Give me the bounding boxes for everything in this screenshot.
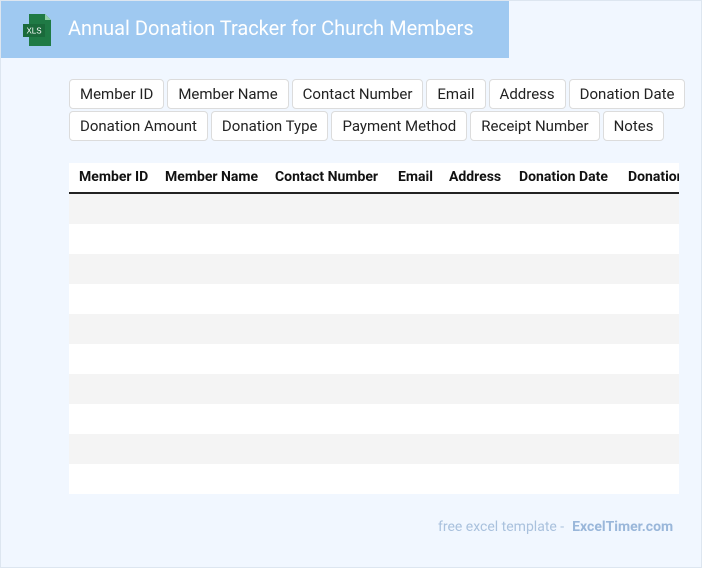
field-chips: Member ID Member Name Contact Number Email A…	[69, 79, 689, 141]
field-chip[interactable]: Notes	[602, 111, 665, 141]
field-chip[interactable]: Member Name	[167, 79, 289, 109]
field-chip[interactable]: Email	[426, 79, 486, 109]
table-row	[69, 464, 679, 494]
column-header: Donation Date	[519, 169, 608, 185]
field-chip[interactable]: Donation Type	[210, 111, 329, 141]
table-row	[69, 344, 679, 374]
table-header: Member ID Member Name Contact Number Email A…	[69, 163, 679, 194]
column-header: Donation Amount	[628, 169, 679, 185]
field-chip[interactable]: Contact Number	[291, 79, 424, 109]
header-bar: XLS Annual Donation Tracker for Church M…	[1, 1, 509, 58]
table-row	[69, 374, 679, 404]
table: Member ID Member Name Contact Number Email A…	[69, 163, 679, 494]
table-row	[69, 404, 679, 434]
table-row	[69, 254, 679, 284]
footer-link[interactable]: ExcelTimer.com	[572, 519, 674, 535]
table-body	[69, 194, 679, 494]
column-header: Email	[398, 169, 433, 185]
field-chip[interactable]: Receipt Number	[470, 111, 600, 141]
field-chip[interactable]: Address	[488, 79, 566, 109]
field-chip[interactable]: Donation Date	[568, 79, 686, 109]
table-row	[69, 314, 679, 344]
table-row	[69, 194, 679, 224]
page-title: Annual Donation Tracker for Church Membe…	[68, 16, 474, 40]
icon-label: XLS	[26, 27, 41, 36]
table-row	[69, 434, 679, 464]
footer: free excel template - ExcelTimer.com	[438, 519, 673, 535]
field-chip[interactable]: Member ID	[69, 79, 165, 109]
footer-text: free excel template -	[438, 519, 565, 535]
column-header: Address	[449, 169, 502, 185]
column-header: Contact Number	[275, 169, 379, 185]
table-row	[69, 284, 679, 314]
field-chip[interactable]: Donation Amount	[69, 111, 208, 141]
xls-icon: XLS	[23, 14, 51, 46]
column-header: Member ID	[79, 169, 149, 185]
field-chip[interactable]: Payment Method	[331, 111, 468, 141]
table-row	[69, 224, 679, 254]
column-header: Member Name	[165, 169, 259, 185]
